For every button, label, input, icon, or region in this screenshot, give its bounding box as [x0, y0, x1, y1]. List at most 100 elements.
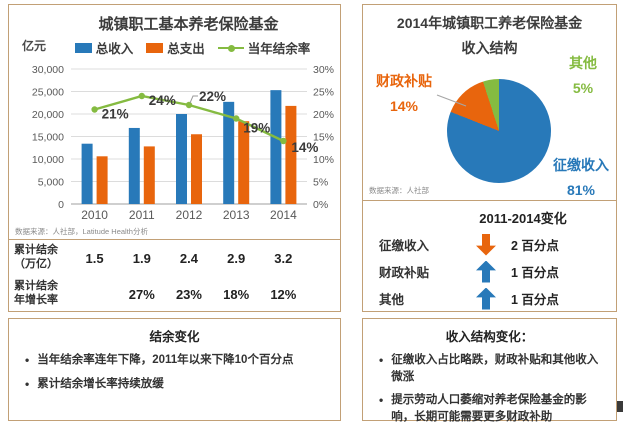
note-item: • 累计结余增长率持续放缓 — [9, 376, 340, 393]
balance-rate-point — [280, 137, 287, 145]
left-axis-tick: 10,000 — [32, 154, 64, 166]
bullet-icon: • — [25, 353, 30, 367]
balance-change-notes: 结余变化 • 当年结余率连年下降，2011年以来下降10个百分点 • 累计结余增… — [8, 318, 341, 421]
right-axis-tick: 20% — [313, 109, 334, 121]
note-item: • 当年结余率连年下降，2011年以来下降10个百分点 — [9, 352, 340, 369]
pie-label-contributions: 征缴收入 81% — [545, 153, 617, 202]
income-bar — [128, 127, 140, 204]
notes-list: • 当年结余率连年下降，2011年以来下降10个百分点 • 累计结余增长率持续放… — [9, 352, 340, 394]
right-axis-tick: 10% — [313, 154, 334, 166]
expense-bar — [191, 134, 202, 204]
notes-title: 收入结构变化： — [445, 330, 534, 344]
legend-label-income: 总收入 — [95, 42, 134, 56]
x-axis-label: 2013 — [223, 208, 250, 222]
row-label-line1: 累计结余 — [14, 244, 58, 257]
change-label: 征缴收入 — [379, 239, 430, 253]
balance-rate-label: 22% — [199, 89, 226, 104]
legend-label-expense: 总支出 — [167, 42, 205, 56]
legend-item-expense: 总支出 — [146, 38, 205, 57]
cumulative-balance-table: 累计结余 （万亿） 1.5 1.9 2.4 2.9 3.2 累计结余 年增长率 … — [8, 240, 341, 312]
right-axis-tick: 15% — [313, 132, 334, 144]
change-row: 财政补贴 1 百分点 — [363, 258, 616, 285]
x-axis-label: 2012 — [176, 208, 203, 222]
right-pie-panel: 2014年城镇职工养老保险基金 收入结构 财政补贴 14% 其他 5% 征缴收入… — [362, 4, 617, 201]
right-axis-tick: 25% — [313, 87, 334, 99]
x-axis-label: 2014 — [270, 208, 297, 222]
table-cell: 2.4 — [179, 250, 198, 266]
slice-percent: 14% — [389, 97, 419, 114]
table-cell: 1.5 — [85, 250, 104, 266]
up-arrow-icon — [476, 287, 496, 310]
slice-percent: 81% — [566, 181, 596, 198]
x-axis-label: 2011 — [129, 208, 155, 222]
income-bar — [176, 114, 187, 204]
pie-chart-title-line2: 收入结构 — [461, 40, 518, 56]
down-arrow-icon — [476, 233, 496, 256]
table-cell: 27% — [128, 286, 155, 302]
change-value: 1 百分点 — [511, 266, 559, 280]
expense-bar — [238, 121, 250, 204]
chart-source-note: 数据来源：人社部，Latitude Health分析 — [15, 227, 148, 236]
y-axis-unit-label: 亿元 — [22, 39, 47, 53]
table-row: 累计结余 年增长率 27% 23% 18% 12% — [9, 276, 340, 312]
right-axis-tick: 0% — [313, 199, 328, 211]
slice-name: 其他 — [569, 55, 597, 71]
table-cell: 12% — [270, 286, 297, 302]
row-label: 累计结余 （万亿） — [9, 244, 71, 272]
x-axis-label: 2010 — [81, 208, 108, 222]
legend-item-balance-rate: 当年结余率 — [217, 38, 311, 57]
note-item: • 提示劳动人口萎缩对养老保险基金的影响，长期可能需要更多财政补助 — [363, 392, 616, 425]
table-cell: 2.9 — [227, 250, 246, 266]
changes-panel: 2011-2014变化 征缴收入 2 百分点 财政补贴 1 百分点 其他 1 百… — [362, 201, 617, 312]
note-text: 征缴收入占比略跌，财政补贴和其他收入微涨 — [391, 354, 599, 383]
slice-name: 征缴收入 — [553, 157, 609, 173]
table-cell: 23% — [175, 286, 202, 302]
expense-bar — [285, 105, 297, 204]
change-value: 2 百分点 — [511, 239, 559, 253]
table-cell: 1.9 — [132, 250, 151, 266]
change-label: 财政补贴 — [379, 266, 430, 280]
page-corner-mark — [617, 401, 623, 412]
change-row: 征缴收入 2 百分点 — [363, 231, 616, 258]
balance-rate-label: 19% — [243, 121, 270, 136]
balance-rate-point — [233, 115, 240, 122]
income-bar — [270, 90, 282, 204]
balance-rate-swatch-icon — [217, 43, 244, 53]
bar-line-chart: 0 5,000 10,000 15,000 20,000 25,000 30,000 0% 5%… — [32, 64, 334, 222]
row-label-line2: 年增长率 — [14, 294, 58, 306]
table-row: 累计结余 （万亿） 1.5 1.9 2.4 2.9 3.2 — [9, 240, 340, 276]
left-axis-tick: 20,000 — [32, 109, 64, 121]
note-text: 累计结余增长率持续放缓 — [37, 378, 164, 391]
notes-list: • 征缴收入占比略跌，财政补贴和其他收入微涨 • 提示劳动人口萎缩对养老保险基金… — [363, 352, 616, 425]
row-label-line1: 累计结余 — [14, 280, 58, 293]
left-axis-tick: 0 — [58, 199, 64, 211]
expense-swatch-icon — [146, 42, 164, 53]
legend-label-balance-rate: 当年结余率 — [247, 42, 311, 56]
bullet-icon: • — [379, 393, 384, 408]
notes-title: 结余变化 — [149, 330, 200, 344]
pie-label-subsidy: 财政补贴 14% — [367, 69, 441, 118]
right-axis-tick: 5% — [313, 177, 328, 189]
bar-chart-title: 城镇职工基本养老保险基金 — [98, 16, 279, 33]
note-text: 当年结余率连年下降，2011年以来下降10个百分点 — [37, 354, 294, 366]
pie-label-other: 其他 5% — [557, 51, 609, 100]
bullet-icon: • — [379, 353, 384, 367]
note-item: • 征缴收入占比略跌，财政补贴和其他收入微涨 — [363, 352, 616, 385]
legend-item-income: 总收入 — [74, 38, 134, 57]
income-structure-notes: 收入结构变化： • 征缴收入占比略跌，财政补贴和其他收入微涨 • 提示劳动人口萎… — [362, 318, 617, 423]
table-cell: 3.2 — [274, 250, 293, 266]
income-bar — [81, 143, 93, 204]
slice-percent: 5% — [572, 79, 594, 96]
slice-name: 财政补贴 — [376, 73, 432, 89]
right-axis-tick: 30% — [313, 64, 334, 76]
left-axis-tick: 15,000 — [32, 132, 64, 144]
pie-source-note: 数据来源：人社部 — [369, 186, 429, 195]
balance-rate-point — [91, 106, 98, 113]
change-label: 其他 — [379, 293, 405, 307]
balance-rate-label: 24% — [149, 93, 176, 108]
balance-rate-point — [185, 101, 193, 109]
up-arrow-icon — [476, 260, 496, 283]
left-axis-tick: 30,000 — [32, 64, 64, 76]
bar-chart-legend: 总收入 总支出 当年结余率 — [45, 38, 340, 57]
